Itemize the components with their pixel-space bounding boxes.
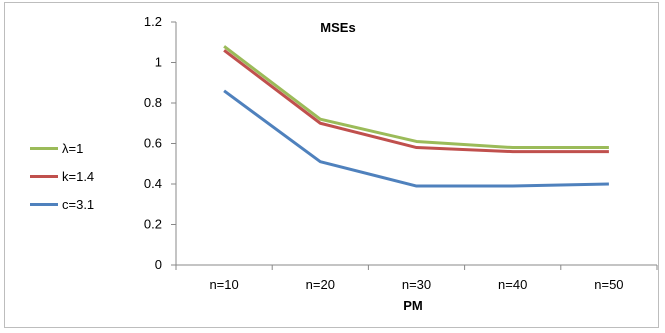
legend-label: λ=1	[62, 140, 84, 156]
y-tick-label: 0.8	[144, 95, 162, 110]
legend-item: λ=1	[30, 134, 130, 162]
legend-item: k=1.4	[30, 162, 130, 190]
y-tick-label: 0.4	[144, 176, 162, 191]
y-tick-label: 1	[155, 55, 162, 70]
x-tick-label: n=20	[306, 277, 335, 292]
legend-label: k=1.4	[62, 168, 95, 184]
chart-title: MSEs	[320, 20, 355, 35]
y-tick-label: 1.2	[144, 14, 162, 29]
x-tick-label: n=40	[498, 277, 527, 292]
legend-swatch	[30, 174, 58, 178]
series-line	[223, 45, 609, 150]
legend: λ=1 k=1.4 c=3.1	[30, 134, 130, 218]
x-axis-title: PM	[403, 298, 423, 313]
x-tick-label: n=50	[594, 277, 623, 292]
y-tick-label: 0	[155, 257, 162, 272]
y-tick-label: 0.6	[144, 136, 162, 151]
x-tick-label: n=10	[209, 277, 238, 292]
series-line	[223, 89, 609, 188]
series-line	[223, 49, 609, 154]
legend-swatch	[30, 146, 58, 150]
y-tick-label: 0.2	[144, 217, 162, 232]
legend-swatch	[30, 202, 58, 206]
legend-label: c=3.1	[62, 196, 95, 212]
legend-item: c=3.1	[30, 190, 130, 218]
x-tick-label: n=30	[402, 277, 431, 292]
